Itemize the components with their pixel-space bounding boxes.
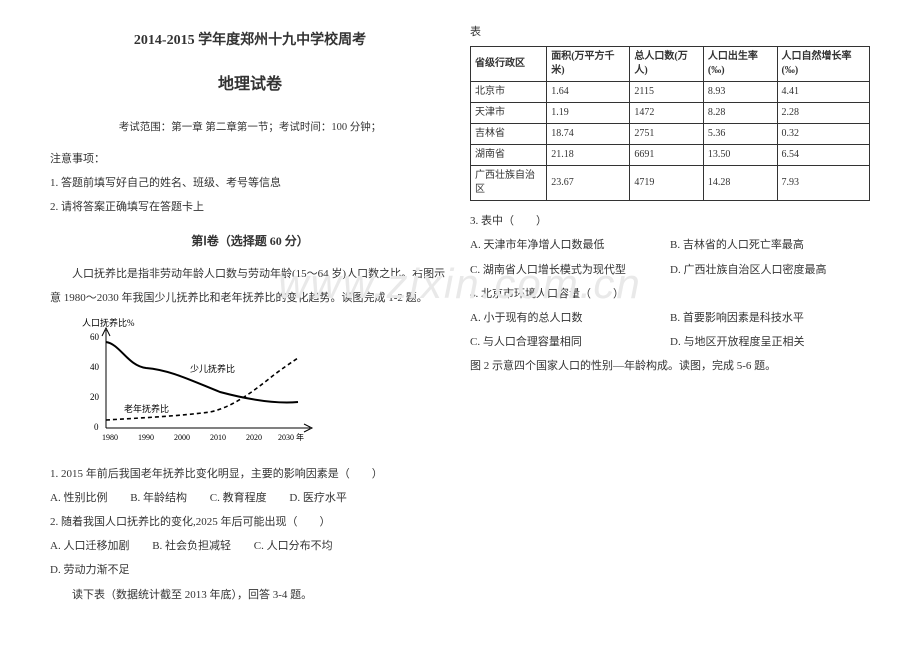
question-2: 2. 随着我国人口抚养比的变化,2025 年后可能出现（ ） [50, 510, 450, 534]
province-data-table: 省级行政区 面积(万平方千米) 总人口数(万人) 人口出生率(‰) 人口自然增长… [470, 46, 870, 201]
question-3: 3. 表中（ ） [470, 209, 870, 233]
q2-opt-c: C. 人口分布不均 [254, 534, 333, 558]
q4-opt-b: B. 首要影响因素是科技水平 [670, 306, 870, 330]
dependency-ratio-chart: 人口抚养比% 60 40 20 0 1980 1990 2000 2010 20… [80, 316, 450, 455]
q1-opt-c: C. 教育程度 [210, 486, 267, 510]
svg-text:1990: 1990 [138, 433, 154, 442]
exam-title: 2014-2015 学年度郑州十九中学校周考 [50, 26, 450, 57]
table-row: 吉林省 18.74 2751 5.36 0.32 [471, 124, 870, 145]
th-area: 面积(万平方千米) [547, 47, 630, 82]
page: 2014-2015 学年度郑州十九中学校周考 地理试卷 考试范围：第一章 第二章… [0, 0, 920, 650]
table-row: 湖南省 21.18 6691 13.50 6.54 [471, 145, 870, 166]
q3-opt-d: D. 广西壮族自治区人口密度最高 [670, 258, 870, 282]
svg-text:2030 年: 2030 年 [278, 432, 304, 442]
left-column: 2014-2015 学年度郑州十九中学校周考 地理试卷 考试范围：第一章 第二章… [40, 20, 460, 630]
q1-opt-a: A. 性别比例 [50, 486, 107, 510]
figure-2-intro: 图 2 示意四个国家人口的性别—年龄构成。读图，完成 5-6 题。 [470, 354, 870, 378]
question-4-options: A. 小于现有的总人口数 B. 首要影响因素是科技水平 C. 与人口合理容量相同… [470, 306, 870, 354]
th-pop: 总人口数(万人) [630, 47, 704, 82]
svg-text:60: 60 [90, 332, 100, 342]
svg-text:20: 20 [90, 392, 100, 402]
svg-text:40: 40 [90, 362, 100, 372]
table-row: 广西壮族自治区 23.67 4719 14.28 7.93 [471, 166, 870, 201]
q2-opt-a: A. 人口迁移加剧 [50, 534, 129, 558]
q3-opt-c: C. 湖南省人口增长模式为现代型 [470, 258, 670, 282]
series1-label: 少儿抚养比 [190, 363, 235, 374]
svg-text:0: 0 [94, 422, 99, 432]
chart-y-label: 人口抚养比% [82, 317, 135, 328]
q2-opt-b: B. 社会负担减轻 [152, 534, 231, 558]
svg-text:2000: 2000 [174, 433, 190, 442]
question-3-options: A. 天津市年净增人口数最低 B. 吉林省的人口死亡率最高 C. 湖南省人口增长… [470, 233, 870, 281]
q1-opt-d: D. 医疗水平 [289, 486, 346, 510]
table-label: 表 [470, 20, 870, 44]
q2-opt-d: D. 劳动力渐不足 [50, 558, 129, 582]
th-region: 省级行政区 [471, 47, 547, 82]
svg-text:2020: 2020 [246, 433, 262, 442]
table-intro: 读下表（数据统计截至 2013 年底），回答 3-4 题。 [50, 583, 450, 607]
notice-label: 注意事项： [50, 147, 450, 171]
right-column: 表 省级行政区 面积(万平方千米) 总人口数(万人) 人口出生率(‰) 人口自然… [460, 20, 880, 630]
section-1-title: 第Ⅰ卷（选择题 60 分） [50, 228, 450, 254]
question-4: 4. 北京市环境人口容量（ ） [470, 282, 870, 306]
q1-opt-b: B. 年龄结构 [130, 486, 187, 510]
q3-opt-a: A. 天津市年净增人口数最低 [470, 233, 670, 257]
svg-text:1980: 1980 [102, 433, 118, 442]
notice-2: 2. 请将答案正确填写在答题卡上 [50, 195, 450, 219]
notice-1: 1. 答题前填写好自己的姓名、班级、考号等信息 [50, 171, 450, 195]
table-row: 天津市 1.19 1472 8.28 2.28 [471, 103, 870, 124]
q3-opt-b: B. 吉林省的人口死亡率最高 [670, 233, 870, 257]
table-header-row: 省级行政区 面积(万平方千米) 总人口数(万人) 人口出生率(‰) 人口自然增长… [471, 47, 870, 82]
question-1-options: A. 性别比例 B. 年龄结构 C. 教育程度 D. 医疗水平 [50, 486, 450, 510]
question-intro: 人口抚养比是指非劳动年龄人口数与劳动年龄(15～64 岁)人口数之比。右图示意 … [50, 262, 450, 310]
q4-opt-a: A. 小于现有的总人口数 [470, 306, 670, 330]
subject-title: 地理试卷 [50, 67, 450, 102]
th-growth: 人口自然增长率(‰) [777, 47, 870, 82]
q4-opt-d: D. 与地区开放程度呈正相关 [670, 330, 870, 354]
th-birth: 人口出生率(‰) [703, 47, 777, 82]
question-2-options: A. 人口迁移加剧 B. 社会负担减轻 C. 人口分布不均 D. 劳动力渐不足 [50, 534, 450, 582]
q4-opt-c: C. 与人口合理容量相同 [470, 330, 670, 354]
series2-label: 老年抚养比 [124, 403, 169, 414]
table-row: 北京市 1.64 2115 8.93 4.41 [471, 82, 870, 103]
svg-text:2010: 2010 [210, 433, 226, 442]
exam-scope: 考试范围：第一章 第二章第一节；考试时间：100 分钟； [50, 116, 450, 139]
question-1: 1. 2015 年前后我国老年抚养比变化明显，主要的影响因素是（ ） [50, 462, 450, 486]
